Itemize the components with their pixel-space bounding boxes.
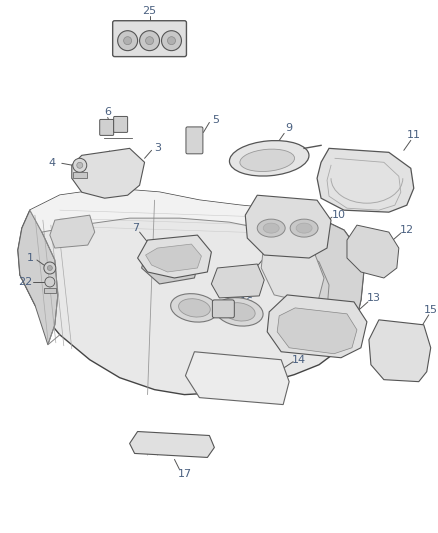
Text: 5: 5 xyxy=(212,116,219,125)
Ellipse shape xyxy=(263,223,279,233)
Text: 14: 14 xyxy=(292,355,306,365)
Text: 16: 16 xyxy=(240,297,254,307)
Text: 17: 17 xyxy=(177,470,191,479)
Text: 10: 10 xyxy=(332,210,346,220)
Circle shape xyxy=(140,31,159,51)
Polygon shape xyxy=(277,308,357,354)
Circle shape xyxy=(162,31,181,51)
FancyBboxPatch shape xyxy=(113,21,187,56)
Polygon shape xyxy=(130,432,214,457)
Bar xyxy=(73,172,87,178)
Text: 11: 11 xyxy=(407,131,421,140)
FancyBboxPatch shape xyxy=(212,300,234,318)
Bar xyxy=(44,288,56,293)
Polygon shape xyxy=(267,295,367,358)
Circle shape xyxy=(77,163,83,168)
Circle shape xyxy=(73,158,87,172)
Text: 13: 13 xyxy=(367,293,381,303)
Text: 7: 7 xyxy=(132,223,139,233)
Polygon shape xyxy=(18,210,58,345)
Polygon shape xyxy=(145,244,201,272)
Polygon shape xyxy=(261,240,324,305)
Polygon shape xyxy=(309,218,364,350)
Polygon shape xyxy=(50,215,95,248)
Polygon shape xyxy=(347,225,399,278)
Text: 6: 6 xyxy=(104,108,111,117)
Text: 12: 12 xyxy=(400,225,414,235)
Polygon shape xyxy=(212,264,264,298)
Ellipse shape xyxy=(171,294,218,322)
Ellipse shape xyxy=(230,141,309,176)
Ellipse shape xyxy=(240,149,294,172)
Polygon shape xyxy=(138,235,212,278)
Polygon shape xyxy=(245,195,331,258)
FancyBboxPatch shape xyxy=(114,116,127,132)
Circle shape xyxy=(167,37,176,45)
Text: 22: 22 xyxy=(18,277,32,287)
Circle shape xyxy=(145,37,154,45)
Polygon shape xyxy=(18,188,364,394)
Ellipse shape xyxy=(257,219,285,237)
Circle shape xyxy=(45,277,55,287)
Polygon shape xyxy=(185,352,289,405)
Circle shape xyxy=(124,37,131,45)
Polygon shape xyxy=(72,148,145,198)
Text: 1: 1 xyxy=(26,253,33,263)
Text: 8: 8 xyxy=(265,250,273,260)
Ellipse shape xyxy=(223,303,255,321)
Ellipse shape xyxy=(290,219,318,237)
Text: 4: 4 xyxy=(48,158,56,168)
Ellipse shape xyxy=(296,223,312,233)
Ellipse shape xyxy=(215,297,263,326)
Circle shape xyxy=(118,31,138,51)
Polygon shape xyxy=(30,188,319,248)
Polygon shape xyxy=(317,148,414,212)
Ellipse shape xyxy=(179,298,210,317)
Polygon shape xyxy=(369,320,431,382)
Circle shape xyxy=(44,262,56,274)
Text: 9: 9 xyxy=(286,124,293,133)
Text: 3: 3 xyxy=(154,143,161,154)
FancyBboxPatch shape xyxy=(100,119,114,135)
Polygon shape xyxy=(141,242,199,284)
FancyBboxPatch shape xyxy=(186,127,203,154)
Text: 25: 25 xyxy=(142,6,157,16)
Circle shape xyxy=(47,265,53,270)
Text: 15: 15 xyxy=(424,305,438,315)
